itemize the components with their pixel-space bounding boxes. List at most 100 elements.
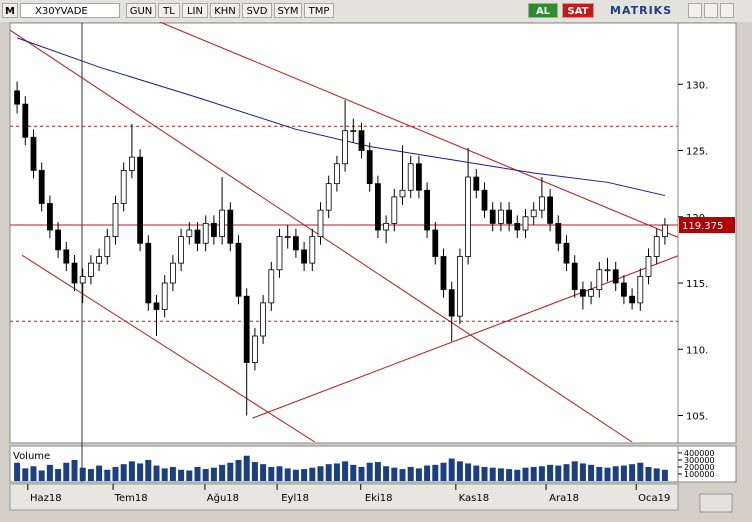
candle-body — [88, 262, 94, 277]
volume-bar — [514, 469, 521, 481]
volume-bar — [374, 462, 381, 481]
toolbar-button[interactable]: SYM — [274, 3, 302, 18]
candle-body — [621, 282, 627, 297]
candle-body — [210, 222, 217, 238]
candle-body — [268, 269, 275, 304]
candle-body — [186, 229, 193, 238]
volume-bar — [120, 464, 127, 481]
volume-bar — [145, 459, 152, 481]
volume-bar — [219, 464, 226, 481]
candle-body — [588, 289, 594, 297]
volume-bar — [456, 461, 463, 481]
volume-bar — [202, 469, 209, 481]
y-tick-label: 110. — [686, 345, 708, 356]
toolbar-button[interactable]: GUN — [126, 3, 156, 18]
volume-bar — [645, 466, 652, 481]
toolbar-button[interactable]: LIN — [182, 3, 208, 18]
y-tick-label: 115. — [686, 279, 708, 290]
volume-bar — [571, 461, 578, 481]
logo-button[interactable]: M — [2, 3, 18, 18]
candle-body — [391, 196, 398, 224]
candle-body — [161, 282, 168, 310]
candle-body — [309, 236, 316, 264]
trendline — [159, 22, 678, 238]
candle-body — [137, 156, 144, 244]
candle-body — [530, 209, 537, 218]
brand: MATRIKS — [610, 4, 673, 17]
refresh-button[interactable] — [699, 493, 733, 513]
volume-bar — [448, 458, 455, 481]
volume-bar — [30, 466, 37, 481]
maximize-button[interactable] — [704, 3, 718, 18]
trendline — [252, 255, 678, 419]
volume-bar — [506, 469, 513, 481]
candle-body — [251, 335, 258, 363]
candle-body — [571, 262, 578, 291]
candle-body — [219, 209, 226, 238]
candle-body — [489, 209, 496, 224]
candle-body — [120, 169, 127, 204]
candle-body — [481, 189, 488, 211]
x-tick-label: Oca19 — [638, 493, 670, 504]
volume-bar — [284, 468, 291, 481]
candle-body — [350, 130, 357, 133]
minimize-button[interactable] — [688, 3, 702, 18]
candle-body — [169, 262, 176, 284]
y-tick-label: 130. — [686, 80, 708, 91]
volume-bar — [309, 467, 316, 481]
toolbar-button[interactable]: TMP — [304, 3, 334, 18]
buy-button[interactable]: AL — [528, 3, 558, 18]
x-tick-label: Ağu18 — [207, 492, 239, 504]
volume-bar — [604, 467, 611, 481]
toolbar-button[interactable]: KHN — [210, 3, 240, 18]
volume-bar — [350, 464, 357, 481]
toolbar: M X30YVADE GUN TL LIN KHN SVD SYM TMP AL SAT M… — [0, 0, 752, 23]
candle-body — [555, 222, 562, 244]
candle-body — [407, 163, 414, 191]
candle-body — [202, 222, 209, 244]
sell-button[interactable]: SAT — [562, 3, 594, 18]
candle-body — [522, 216, 529, 231]
x-axis-area — [9, 483, 679, 511]
x-tick-label: Haz18 — [30, 493, 62, 504]
candle-body — [415, 163, 422, 191]
candle-body — [260, 302, 267, 337]
candle-body — [448, 289, 455, 317]
volume-bar — [620, 465, 627, 481]
volume-bar — [227, 462, 234, 481]
toolbar-button[interactable]: TL — [158, 3, 180, 18]
candle-body — [235, 242, 242, 297]
candle-body — [55, 229, 61, 251]
candle-body — [96, 256, 102, 264]
volume-bar — [555, 465, 562, 481]
candle-body — [645, 256, 652, 277]
candle-body — [637, 275, 644, 304]
candle-body — [153, 302, 160, 310]
toolbar-button[interactable]: SVD — [242, 3, 272, 18]
candle-body — [301, 249, 308, 264]
volume-bar — [235, 459, 242, 481]
candle-body — [79, 275, 86, 284]
volume-bar — [653, 468, 660, 481]
volume-bar — [383, 466, 390, 481]
volume-bar — [186, 470, 193, 481]
candle-body — [317, 209, 324, 238]
volume-bar — [325, 464, 332, 481]
candle-body — [497, 209, 504, 224]
candle-body — [563, 242, 570, 264]
volume-bar — [79, 467, 86, 481]
volume-bar — [530, 466, 537, 481]
volume-bar — [547, 464, 554, 481]
candle-body — [30, 136, 37, 171]
candle-body — [194, 229, 201, 244]
volume-bar — [178, 469, 185, 481]
symbol-select[interactable]: X30YVADE — [20, 3, 120, 18]
trendline — [21, 254, 316, 442]
volume-bar — [333, 463, 340, 481]
close-button[interactable] — [720, 3, 734, 18]
candle-body — [14, 90, 21, 105]
last-price-label: 119.375 — [682, 221, 723, 232]
candle-body — [399, 189, 406, 198]
candle-body — [112, 203, 119, 238]
